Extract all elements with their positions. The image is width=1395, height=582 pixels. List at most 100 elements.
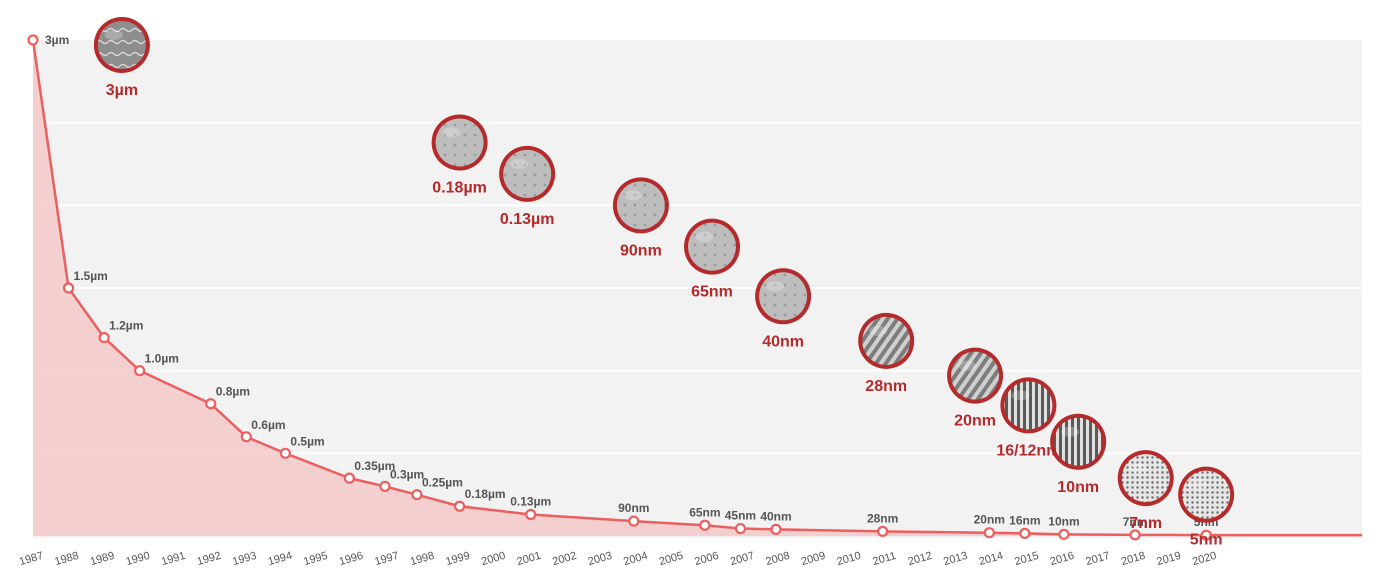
badge-label: 65nm <box>691 284 733 301</box>
badge-label: 16/12nm <box>996 442 1060 459</box>
x-tick-label: 1996 <box>338 550 365 568</box>
data-point <box>734 522 747 535</box>
badge-label: 90nm <box>620 242 662 259</box>
data-point <box>205 398 217 410</box>
data-points-layer <box>27 34 1212 541</box>
node-badge: 20nm <box>947 347 1004 430</box>
x-tick-label: 1991 <box>160 550 187 568</box>
data-label: 10nm <box>1048 514 1079 528</box>
badge-highlight <box>869 325 888 336</box>
x-tick-label: 2018 <box>1120 550 1147 568</box>
data-point <box>699 519 711 531</box>
x-tick-label: 2009 <box>800 550 827 568</box>
x-tick-label: 2010 <box>836 550 863 568</box>
data-point <box>279 447 292 459</box>
data-point <box>379 480 391 492</box>
x-tick-label: 2005 <box>658 550 685 568</box>
node-badge: 90nm <box>612 177 669 259</box>
badge-label: 10nm <box>1057 479 1099 496</box>
transistor-cross-section-icon <box>759 272 808 321</box>
data-point <box>983 527 995 539</box>
data-point <box>411 489 423 501</box>
data-label: 1.0µm <box>145 352 179 366</box>
x-tick-label: 1988 <box>53 550 80 568</box>
area-fill-layer <box>33 40 1362 536</box>
badge-highlight <box>442 127 461 138</box>
x-tick-label: 2002 <box>551 550 578 568</box>
badge-label: 28nm <box>865 378 907 395</box>
wafer-cross-section-icon <box>97 20 146 69</box>
data-label: 0.18µm <box>465 487 506 501</box>
data-label: 20nm <box>974 513 1005 527</box>
node-badge: 16/12nm <box>996 377 1060 459</box>
data-point <box>454 500 466 512</box>
badge-highlight <box>1189 479 1208 490</box>
x-tick-label: 2015 <box>1013 550 1040 568</box>
badge-highlight <box>104 29 123 40</box>
x-tick-label: 2003 <box>587 550 614 568</box>
x-tick-label: 2020 <box>1191 550 1218 568</box>
badge-highlight <box>766 281 785 292</box>
badge-highlight <box>510 158 529 169</box>
badge-highlight <box>958 360 977 371</box>
data-label: 0.35µm <box>354 459 395 473</box>
data-point <box>1200 529 1212 541</box>
data-label: 3µm <box>45 33 69 47</box>
node-badge: 10nm <box>1050 413 1107 496</box>
node-badge: 28nm <box>858 312 915 395</box>
badge-highlight <box>1061 426 1080 437</box>
x-tick-label: 2006 <box>693 550 720 568</box>
badge-label: 0.13µm <box>500 211 555 228</box>
x-tick-label: 1995 <box>302 550 329 568</box>
x-tick-label: 1999 <box>444 550 471 568</box>
x-tick-label: 1989 <box>89 550 116 568</box>
x-tick-label: 2008 <box>764 550 791 568</box>
badge-label: 5nm <box>1190 532 1223 549</box>
x-tick-label: 2001 <box>516 550 543 568</box>
data-label: 7nm <box>1123 515 1148 529</box>
data-label: 1.5µm <box>74 269 108 283</box>
badge-highlight <box>623 190 642 201</box>
data-point <box>1058 528 1070 540</box>
node-badge: 65nm <box>684 218 741 301</box>
data-label: 40nm <box>760 509 791 523</box>
data-label: 0.3µm <box>390 467 424 481</box>
x-tick-label: 2004 <box>622 550 649 568</box>
x-tick-label: 1990 <box>125 550 152 568</box>
x-tick-label: 1998 <box>409 550 436 568</box>
node-badge: 5nm <box>1178 466 1235 549</box>
x-tick-label: 2019 <box>1155 550 1182 568</box>
badge-label: 20nm <box>954 413 996 430</box>
data-label: 45nm <box>725 509 756 523</box>
x-tick-label: 2007 <box>729 550 756 568</box>
data-point <box>628 515 640 527</box>
badge-label: 40nm <box>762 333 804 350</box>
transistor-cross-section-icon <box>616 181 665 230</box>
badge-highlight <box>695 231 714 242</box>
badge-label: 7nm <box>1129 515 1162 532</box>
data-point <box>1019 527 1031 539</box>
node-badge: 7nm <box>1117 450 1174 532</box>
data-point <box>62 282 75 294</box>
data-point <box>877 525 889 537</box>
x-tick-label: 2011 <box>871 550 897 568</box>
finfet-array-icon <box>951 351 1000 400</box>
x-tick-label: 2014 <box>978 550 1005 568</box>
x-tick-label: 1994 <box>267 550 294 568</box>
node-badge: 0.13µm <box>499 145 556 228</box>
badge-label: 0.18µm <box>432 180 487 197</box>
data-point <box>770 523 782 535</box>
data-point <box>27 34 39 46</box>
data-label: 28nm <box>867 511 898 525</box>
data-point <box>1129 529 1141 541</box>
node-badges-layer: 3µm0.18µm0.13µm90nm65nm40nm28nm20nm16/12… <box>93 16 1235 549</box>
data-label: 0.8µm <box>216 385 250 399</box>
x-tick-label: 2013 <box>942 550 969 568</box>
data-point <box>98 332 110 344</box>
x-tick-label: 1997 <box>373 550 400 568</box>
x-axis-ticks: 1987 1988 1989 1990 1991 1992 1993 1994 1995 1996… <box>18 550 1218 568</box>
transistor-cross-section-icon <box>503 149 552 198</box>
x-tick-label: 2017 <box>1084 550 1111 568</box>
